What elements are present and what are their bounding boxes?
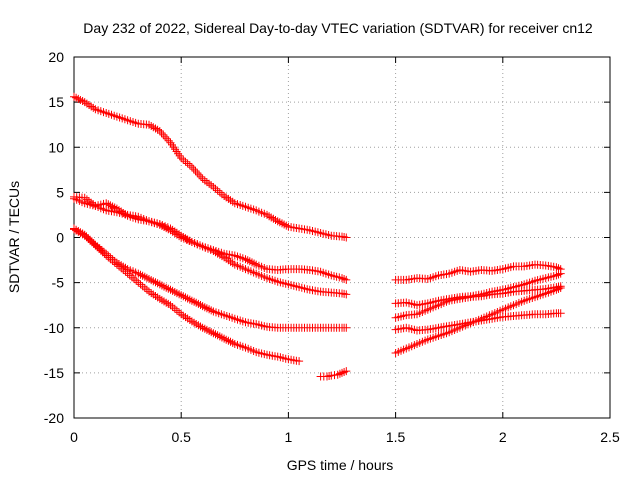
marker-points [70, 92, 351, 242]
series-arc-4a [70, 224, 351, 332]
x-tick-label: 0 [70, 429, 78, 445]
x-tick-label: 0.5 [171, 429, 191, 445]
x-tick-label: 1.5 [386, 429, 406, 445]
y-axis-label: SDTVAR / TECUs [6, 181, 22, 293]
x-tick-label: 2.5 [600, 429, 620, 445]
y-tick-label: -5 [52, 275, 65, 291]
marker-points [391, 260, 565, 284]
y-tick-label: 10 [48, 139, 64, 155]
y-tick-label: 0 [56, 230, 64, 246]
y-tick-label: -15 [44, 365, 64, 381]
y-tick-label: 5 [56, 184, 64, 200]
y-tick-label: -10 [44, 320, 64, 336]
marker-points [70, 224, 351, 332]
series-arc-5c [316, 367, 351, 381]
marker-points [70, 194, 351, 299]
series-arc-3a [70, 194, 351, 299]
x-axis-label: GPS time / hours [287, 457, 394, 473]
data-marks [70, 92, 565, 381]
series-arc-3b [391, 282, 565, 322]
series-arc-5b [391, 284, 565, 357]
chart-title: Day 232 of 2022, Sidereal Day-to-day VTE… [83, 20, 593, 36]
y-tick-label: -20 [44, 410, 64, 426]
series-arc-1a [70, 92, 351, 242]
marker-points [316, 367, 351, 381]
axis-ticks: -20 -15 -10 -5 0 5 10 15 20 0 0.5 1 1.5 2 2.5 [44, 49, 620, 445]
series-arc-1b [391, 260, 565, 284]
x-tick-label: 1 [285, 429, 293, 445]
y-tick-label: 20 [48, 49, 64, 65]
marker-points [391, 284, 565, 357]
marker-points [70, 225, 304, 366]
x-tick-label: 2 [499, 429, 507, 445]
series-arc-5a [70, 225, 304, 366]
marker-points [391, 282, 565, 322]
y-tick-label: 15 [48, 94, 64, 110]
